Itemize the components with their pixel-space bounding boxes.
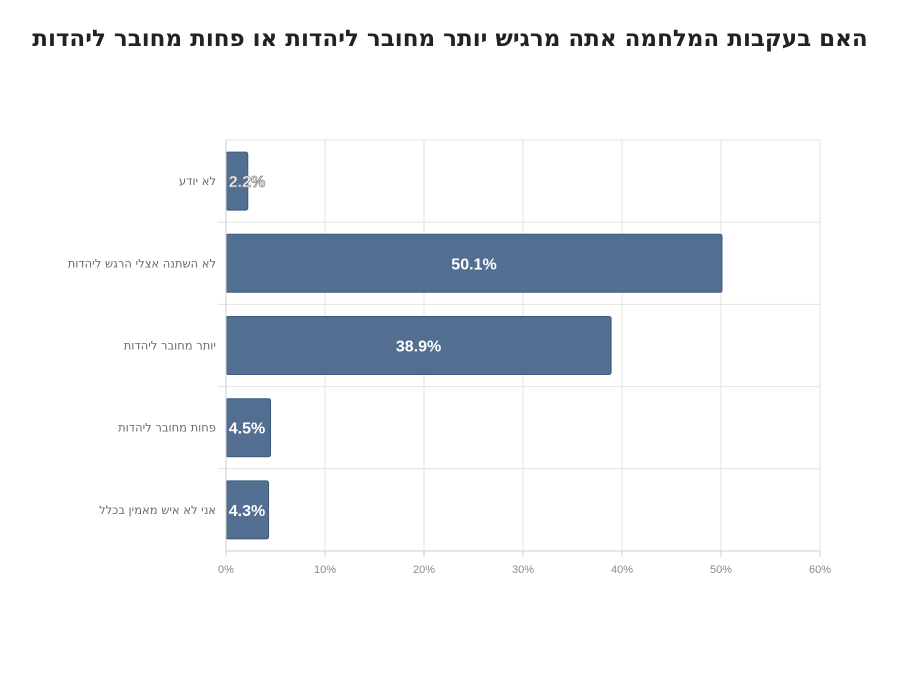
category-label: לא יודע: [179, 174, 216, 188]
value-label: 38.9%: [396, 339, 441, 356]
x-tick-label: 50%: [710, 564, 732, 576]
category-label: יותר מחובר ליהדות: [124, 339, 216, 353]
category-label: אני לא איש מאמין בכלל: [99, 503, 216, 517]
axes: [225, 140, 821, 557]
chart-title: האם בעקבות המלחמה אתה מרגיש יותר מחובר ל…: [32, 26, 868, 52]
x-tick-label: 20%: [413, 564, 435, 576]
category-label: פחות מחובר ליהדות: [118, 421, 216, 435]
bars: [225, 151, 723, 540]
x-tick-label: 40%: [611, 564, 633, 576]
x-tick-label: 10%: [314, 564, 336, 576]
value-label: 50.1%: [451, 256, 496, 273]
labels: 0% 10% 20% 30% 40% 50% 60% לא יודע 2.2% לא השתנה …: [68, 174, 832, 576]
x-tick-label: 30%: [512, 564, 534, 576]
value-label: 4.5%: [229, 421, 265, 438]
x-tick-label: 0%: [218, 564, 234, 576]
category-label: לא השתנה אצלי הרגש ליהדות: [68, 256, 216, 270]
value-label: 4.3%: [229, 503, 265, 520]
value-label: 2.2%: [229, 174, 265, 191]
x-tick-label: 60%: [809, 564, 831, 576]
